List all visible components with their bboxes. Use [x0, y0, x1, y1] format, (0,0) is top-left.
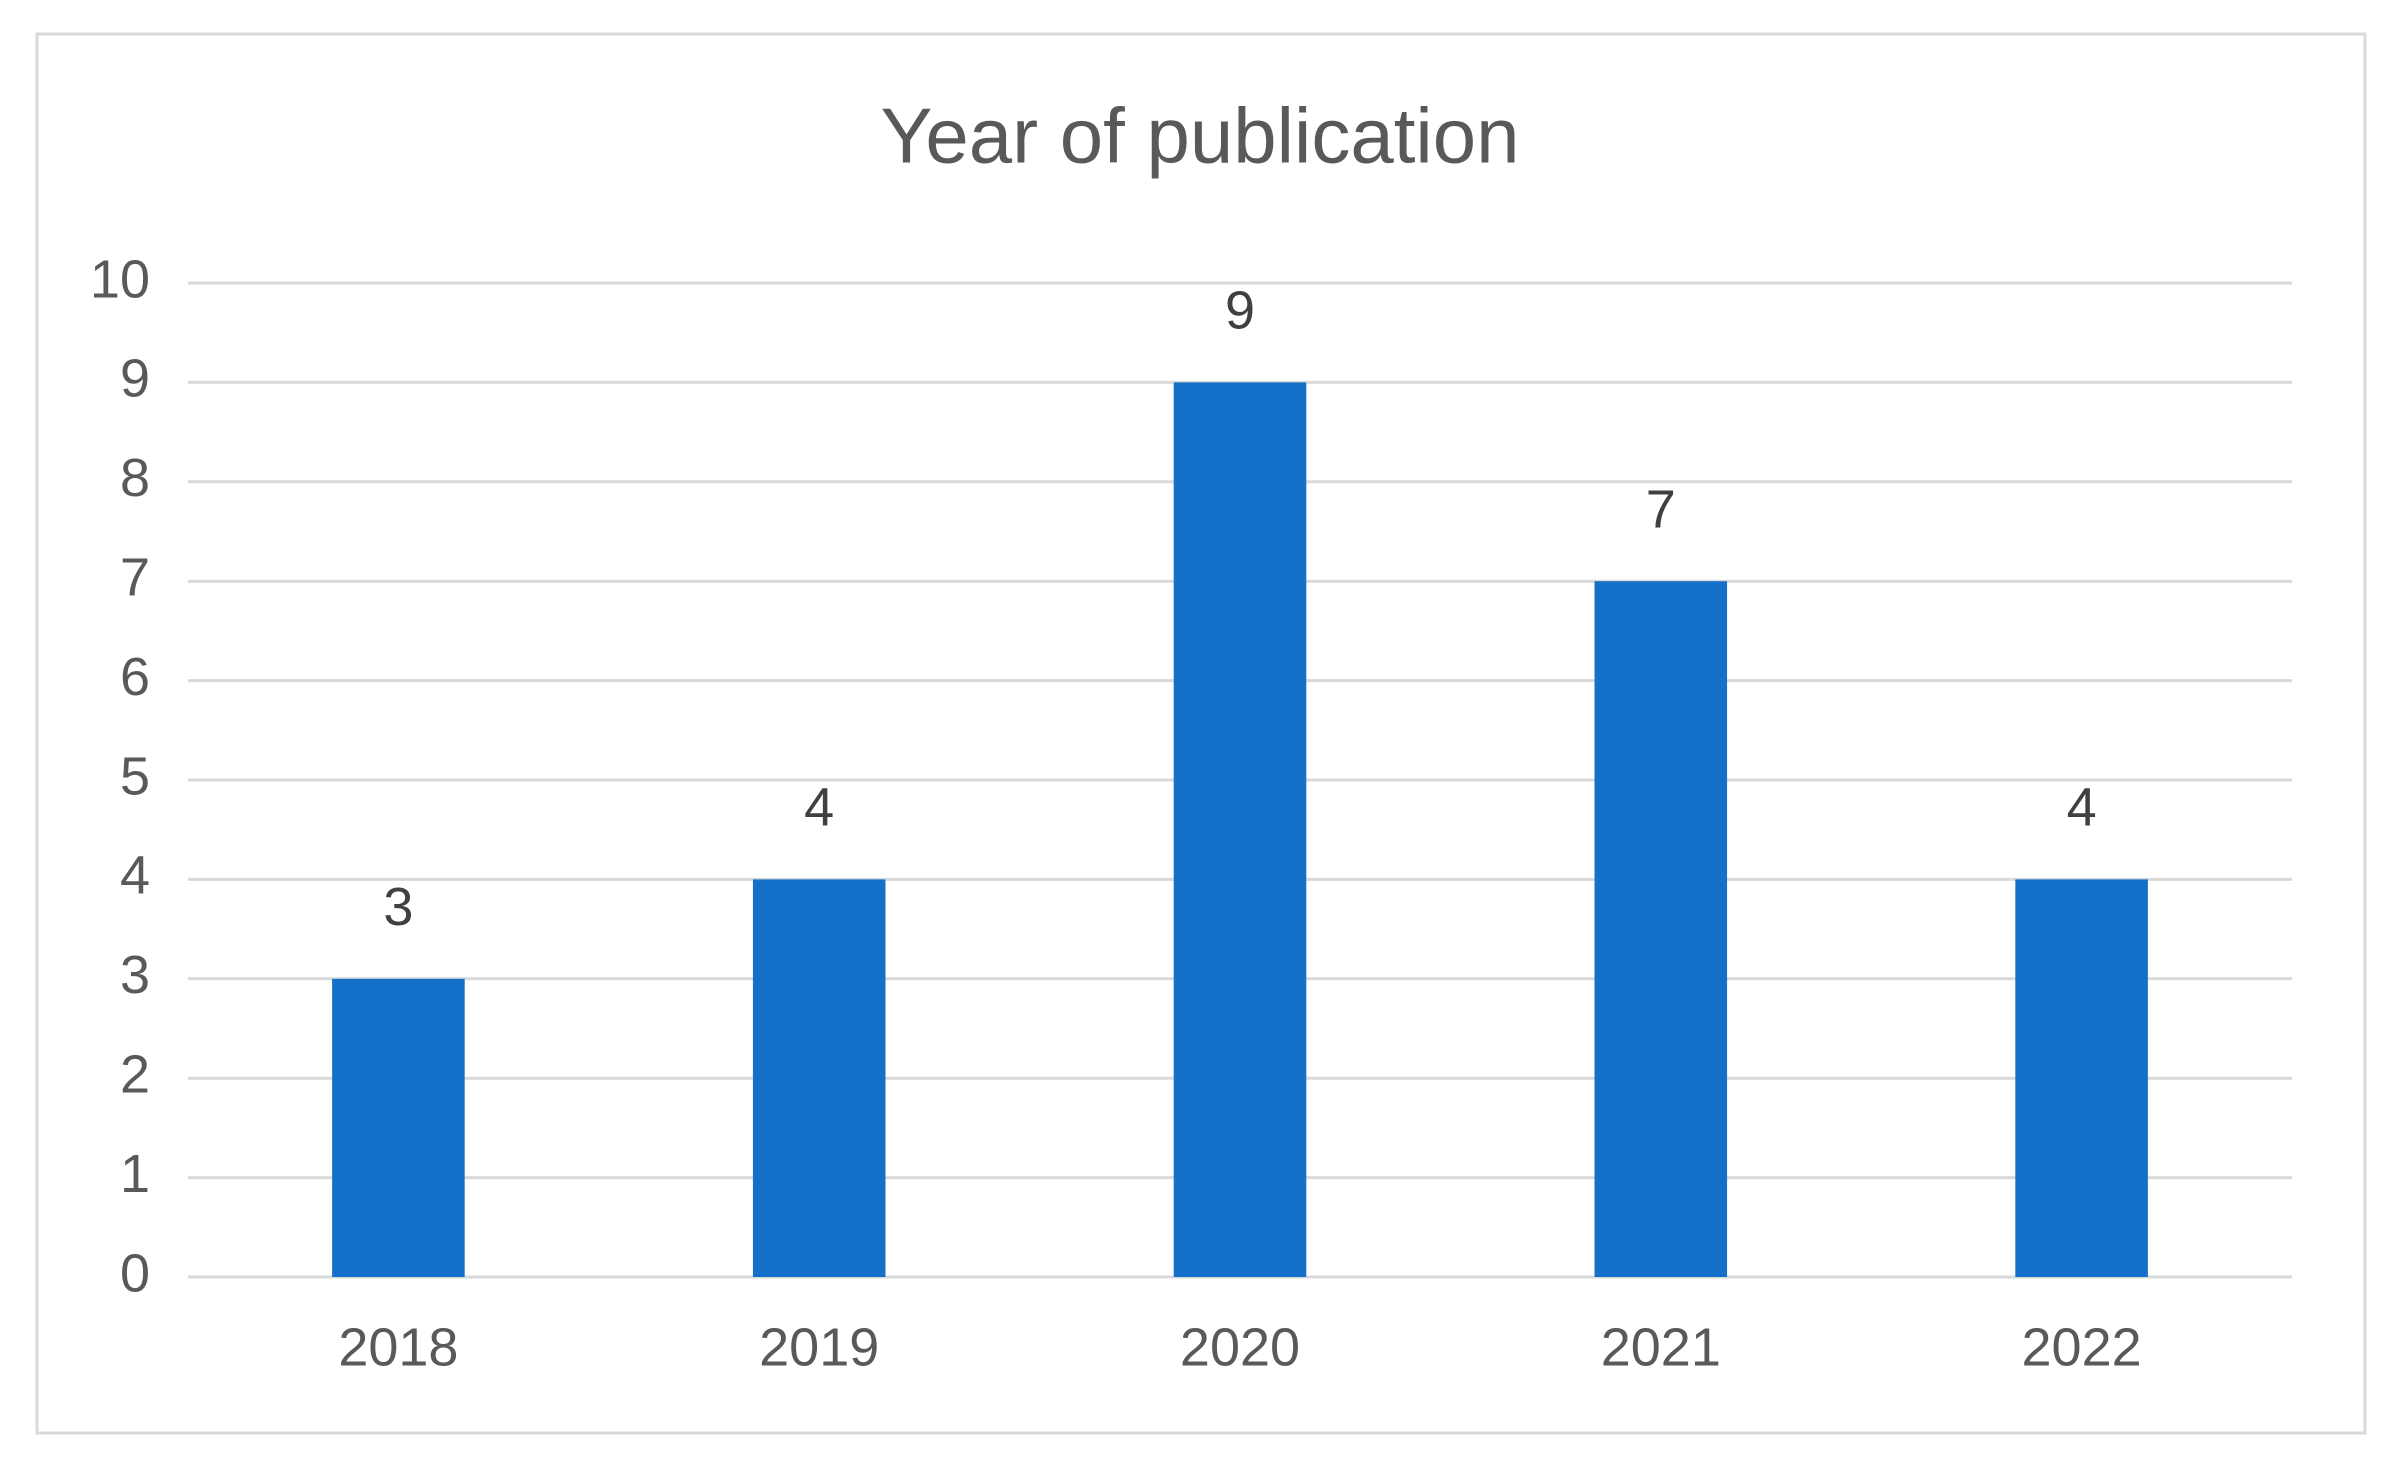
bar: [1594, 581, 1728, 1277]
y-tick-label: 4: [120, 846, 150, 906]
data-label: 4: [804, 778, 834, 838]
y-tick-label: 6: [120, 647, 150, 707]
data-label: 4: [2067, 778, 2097, 838]
x-tick-label: 2021: [1601, 1317, 1721, 1377]
x-tick-label: 2022: [2022, 1317, 2142, 1377]
y-tick-label: 10: [90, 249, 150, 309]
y-tick-label: 0: [120, 1243, 150, 1303]
bar: [332, 978, 465, 1277]
y-tick-label: 9: [120, 349, 150, 409]
y-tick-label: 8: [120, 448, 150, 508]
x-tick-label: 2018: [338, 1317, 458, 1377]
data-label: 3: [383, 877, 413, 937]
bar: [752, 879, 886, 1277]
data-label: 9: [1225, 281, 1255, 341]
x-tick-label: 2020: [1180, 1317, 1300, 1377]
data-label: 7: [1646, 479, 1676, 539]
y-tick-label: 5: [120, 746, 150, 806]
y-tick-label: 1: [120, 1144, 150, 1204]
y-tick-label: 7: [120, 547, 150, 607]
bar: [2015, 879, 2148, 1277]
y-tick-label: 3: [120, 945, 150, 1005]
chart-title: Year of publication: [881, 92, 1520, 180]
y-tick-label: 2: [120, 1044, 150, 1104]
bar: [1173, 382, 1307, 1277]
x-tick-label: 2019: [759, 1317, 879, 1377]
